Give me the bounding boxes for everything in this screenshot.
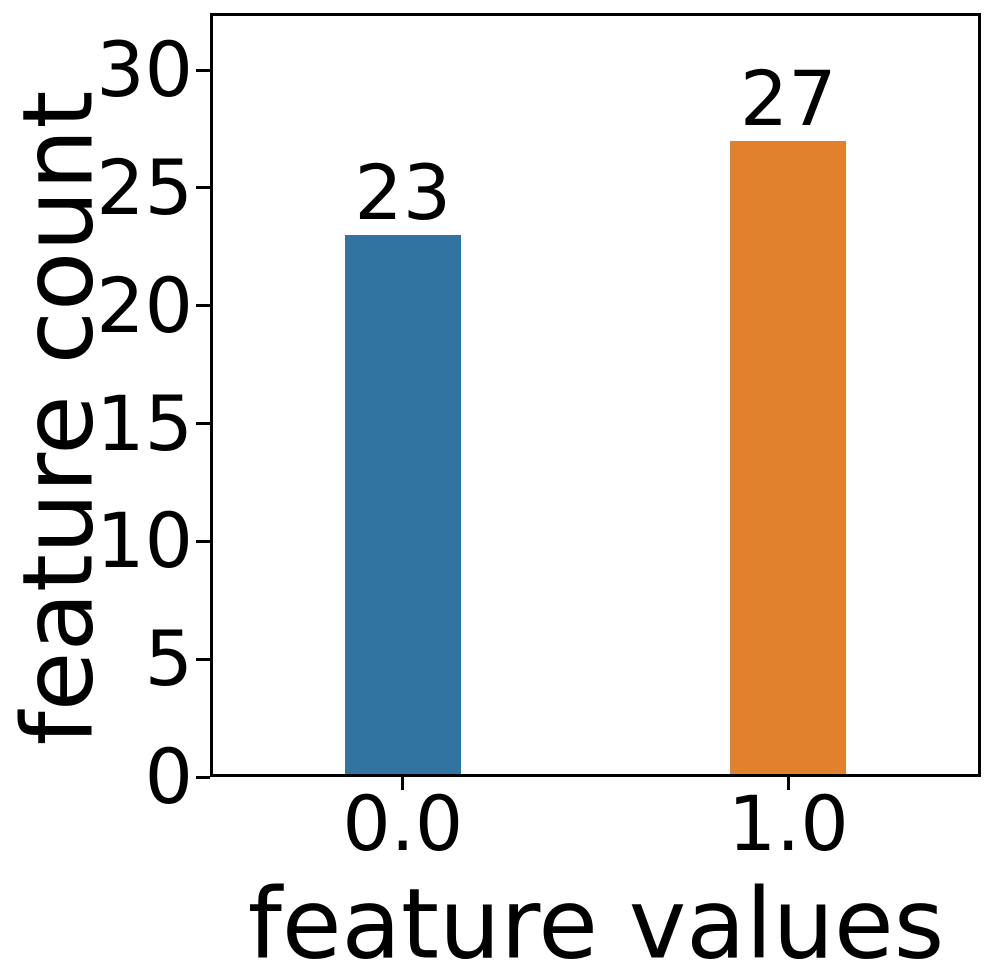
y-tick-mark <box>196 539 210 543</box>
y-tick-mark <box>196 657 210 661</box>
bar <box>730 140 847 774</box>
y-tick-mark <box>196 422 210 425</box>
y-tick-mark <box>196 68 210 72</box>
x-tick-mark <box>786 777 790 790</box>
bar-value-label: 23 <box>354 147 452 237</box>
x-axis-label: feature values <box>247 867 945 967</box>
y-tick-label: 0 <box>144 732 193 821</box>
x-tick-label: 0.0 <box>342 779 464 868</box>
x-tick-mark <box>401 777 405 790</box>
y-tick-label: 10 <box>96 496 193 586</box>
bar-value-label: 27 <box>739 53 837 143</box>
bar <box>344 234 461 774</box>
y-tick-label: 20 <box>96 260 193 350</box>
y-tick-label: 5 <box>144 614 193 704</box>
y-tick-mark <box>196 186 210 190</box>
y-tick-label: 15 <box>96 378 193 468</box>
y-tick-label: 25 <box>96 142 193 232</box>
y-tick-mark <box>196 304 210 308</box>
y-tick-label: 30 <box>96 25 193 115</box>
x-tick-label: 1.0 <box>727 779 849 868</box>
y-axis-label: feature count <box>1 90 115 746</box>
y-tick-mark <box>196 775 210 779</box>
plot-area <box>210 13 981 777</box>
